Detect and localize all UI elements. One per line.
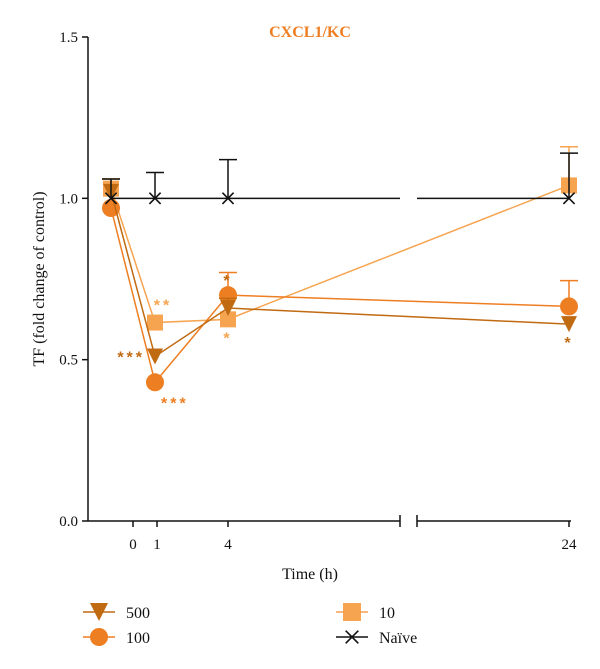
series-line bbox=[110, 184, 570, 324]
series-line bbox=[110, 207, 570, 384]
legend-item-Naïve: Naïve bbox=[336, 630, 417, 647]
series-500 bbox=[102, 178, 577, 365]
x-tick-label: 24 bbox=[562, 537, 578, 553]
legend: 500 100 10 Naïve bbox=[83, 603, 417, 647]
data-point bbox=[220, 300, 236, 317]
plot-area: *********** bbox=[102, 145, 578, 412]
y-tick-label: 1.0 bbox=[59, 191, 78, 207]
data-point bbox=[148, 192, 162, 205]
legend-label: 500 bbox=[126, 605, 150, 622]
legend-item-500: 500 bbox=[83, 603, 150, 622]
data-point bbox=[562, 192, 576, 205]
data-point bbox=[90, 628, 108, 646]
data-point bbox=[90, 603, 108, 621]
significance-label: * bbox=[564, 335, 573, 352]
legend-label: 10 bbox=[379, 605, 395, 622]
data-point bbox=[146, 373, 164, 392]
data-point bbox=[219, 286, 237, 305]
legend-item-100: 100 bbox=[83, 628, 150, 647]
y-tick-label: 0.0 bbox=[59, 514, 78, 530]
y-axis-title: TF (fold change of control) bbox=[31, 191, 48, 366]
data-point bbox=[147, 348, 163, 365]
data-point-stroke bbox=[562, 192, 576, 205]
series-100 bbox=[102, 199, 578, 392]
data-point-stroke bbox=[221, 192, 235, 205]
series-line bbox=[110, 191, 570, 358]
x-axis-title: Time (h) bbox=[282, 566, 338, 583]
legend-item-10: 10 bbox=[336, 603, 395, 622]
data-point bbox=[560, 297, 578, 316]
data-point-stroke bbox=[345, 630, 359, 644]
chart-title: CXCL1/KC bbox=[269, 24, 351, 41]
data-point bbox=[343, 603, 361, 621]
data-point bbox=[345, 630, 359, 644]
y-tick-label: 1.5 bbox=[59, 30, 78, 46]
data-point bbox=[561, 316, 577, 333]
data-point-stroke bbox=[104, 192, 118, 205]
data-point bbox=[221, 192, 235, 205]
series-Naïve bbox=[102, 152, 578, 205]
significance-label: * bbox=[223, 330, 232, 347]
data-point bbox=[104, 192, 118, 205]
x-tick-label: 4 bbox=[224, 537, 232, 553]
x-tick-label: 1 bbox=[153, 537, 161, 553]
data-point bbox=[147, 314, 163, 331]
significance-label: * bbox=[223, 273, 232, 290]
axes: 0.0 0.5 1.0 1.5 0 1 4 24 bbox=[59, 30, 577, 553]
series-10 bbox=[103, 145, 578, 331]
significance-label: *** bbox=[161, 395, 189, 412]
x-tick-label: 0 bbox=[129, 537, 137, 553]
legend-label: Naïve bbox=[379, 630, 417, 647]
y-tick-label: 0.5 bbox=[59, 353, 78, 369]
significance-label: *** bbox=[117, 349, 145, 366]
significance-label: ** bbox=[154, 298, 172, 315]
data-point-stroke bbox=[148, 192, 162, 205]
data-point bbox=[220, 311, 236, 328]
legend-label: 100 bbox=[126, 630, 150, 647]
